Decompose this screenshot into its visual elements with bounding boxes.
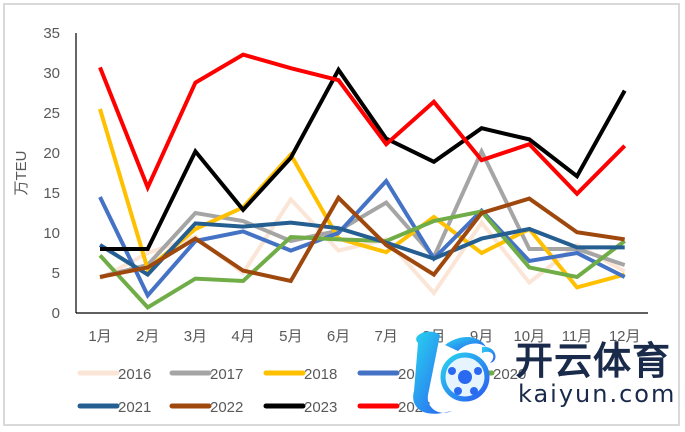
y-axis-ticks: 0 5 10 15 20 25 30 35 [43, 25, 60, 322]
x-axis-ticks: 1月2月3月4月5月6月7月8月9月10月11月12月 [88, 328, 640, 345]
x-tick-label: 3月 [184, 328, 207, 345]
y-tick-label: 20 [43, 145, 60, 162]
legend-item-2021: 2021 [77, 399, 151, 416]
y-axis-label: 万TEU [13, 150, 30, 195]
y-tick-label: 35 [43, 25, 60, 42]
series-line-2018 [98, 108, 626, 290]
watermark-cn-text: 开云体育 [515, 339, 672, 383]
legend-item-2022: 2022 [169, 399, 243, 416]
x-tick-label: 10月 [513, 328, 545, 345]
x-tick-label: 4月 [231, 328, 254, 345]
y-tick-label: 25 [43, 105, 60, 122]
y-tick-label: 15 [43, 185, 60, 202]
series-line-2020 [98, 209, 626, 310]
series-line-2021 [98, 220, 625, 278]
legend-label: 2020 [493, 366, 526, 383]
series-lines [98, 52, 627, 310]
x-tick-label: 6月 [327, 328, 350, 345]
y-tick-label: 30 [43, 65, 60, 82]
y-tick-label: 0 [52, 305, 60, 322]
series-line-2017 [99, 146, 626, 279]
legend-label: 2017 [210, 366, 243, 383]
legend-item-2017: 2017 [169, 366, 243, 383]
kaiyun-logo-icon [413, 331, 496, 414]
series-line-2019 [98, 177, 626, 299]
x-tick-label: 11月 [562, 328, 593, 345]
series-line-2022 [99, 194, 625, 284]
x-tick-label: 2月 [136, 328, 159, 345]
watermark-logo: 开云体育 kaiyun.com [400, 325, 685, 425]
legend-label: 2018 [304, 366, 337, 383]
y-tick-label: 5 [52, 265, 60, 282]
legend-label: 2022 [210, 399, 243, 416]
watermark-en-text: kaiyun.com [518, 380, 677, 408]
x-tick-label: 1月 [88, 328, 111, 345]
x-tick-label: 7月 [375, 328, 398, 345]
y-tick-label: 10 [43, 225, 60, 242]
legend-label: 2016 [118, 366, 151, 383]
legend-label: 2023 [304, 399, 337, 416]
legend-label: 2021 [118, 399, 151, 416]
series-line-2023 [100, 65, 627, 251]
legend-item-2016: 2016 [77, 366, 151, 383]
legend-item-2023: 2023 [263, 399, 337, 416]
x-tick-label: 5月 [279, 328, 302, 345]
legend-item-2018: 2018 [263, 366, 337, 383]
x-tick-label: 12月 [609, 328, 641, 345]
series-line-2024 [98, 52, 627, 197]
